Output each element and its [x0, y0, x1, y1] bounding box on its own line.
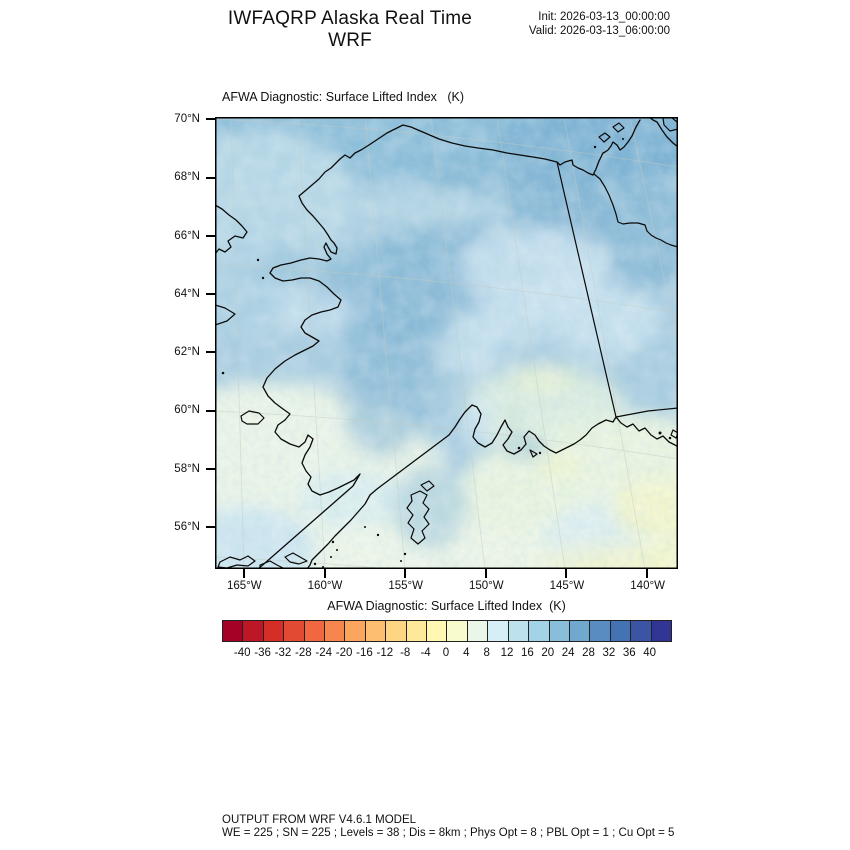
mackenzie-delta-islands [598, 122, 625, 143]
colorbar-cell [325, 621, 346, 641]
colorbar-tick-label: -28 [295, 647, 312, 659]
colorbar-cell [345, 621, 366, 641]
colorbar-tick-label: 36 [622, 647, 636, 659]
map-plot [215, 117, 678, 569]
y-axis-tick-label: 68°N [174, 171, 200, 184]
x-axis-labels: 165°W 160°W 155°W 150°W 145°W 140°W [204, 580, 688, 592]
footer-notes: OUTPUT FROM WRF V4.6.1 MODEL WE = 225 ; … [222, 814, 674, 840]
x-axis-tick-label: 165°W [227, 580, 262, 592]
yukon-nwt-border [593, 173, 678, 248]
y-axis-tick-label: 58°N [174, 462, 200, 475]
colorbar-cell [386, 621, 407, 641]
field-title: AFWA Diagnostic: Surface Lifted Index (K… [222, 90, 464, 104]
colorbar-cell [263, 621, 285, 641]
alaska-south-coast [306, 404, 678, 569]
colorbar-cell [427, 621, 448, 641]
colorbar-tick-label: 4 [463, 647, 470, 659]
colorbar-title: AFWA Diagnostic: Surface Lifted Index (K… [327, 599, 566, 613]
colorbar-cell [569, 621, 591, 641]
colorbar-cell [406, 621, 428, 641]
colorbar-tick-label: -16 [356, 647, 373, 659]
colorbar-tick-label: 40 [643, 647, 657, 659]
colorbar-tick-label: -8 [400, 647, 411, 659]
li-field-raster [215, 117, 678, 569]
colorbar-tick-label: -40 [233, 647, 251, 659]
y-axis-tick-label: 70°N [174, 113, 200, 126]
colorbar-tick-label: -32 [274, 647, 292, 659]
colorbar-tick-label: 12 [500, 647, 514, 659]
y-axis-tick-label: 64°N [174, 287, 200, 300]
graticule [215, 117, 678, 569]
coastline [215, 117, 678, 569]
kodiak-island [406, 490, 430, 545]
political-borders [556, 161, 678, 418]
colorbar-cell [365, 621, 387, 641]
colorbar [222, 620, 672, 642]
small-island-dots [221, 138, 672, 568]
colorbar-cell [508, 621, 530, 641]
nunivak-island [240, 410, 265, 425]
init-time-label: Init: 2026-03-13_00:00:00 [538, 11, 670, 23]
x-axis-tick-label: 155°W [388, 580, 423, 592]
islands [215, 117, 678, 569]
colorbar-cell [284, 621, 305, 641]
run-times: Init: 2026-03-13_00:00:00 Valid: 2026-03… [529, 11, 670, 38]
st-lawrence-island [215, 304, 236, 326]
page-title: IWFAQRP Alaska Real Time WRF [227, 8, 473, 51]
colorbar-tick-label: 16 [521, 647, 534, 659]
colorbar-tick-label: 32 [602, 647, 616, 659]
ne-corner-island [662, 117, 678, 132]
colorbar-cell [590, 621, 611, 641]
pws-islands [529, 429, 678, 458]
colorbar-cell [529, 621, 550, 641]
colorbar-cell [243, 621, 264, 641]
x-axis-tick-label: 150°W [468, 580, 504, 592]
colorbar-tick-label: 28 [582, 647, 595, 659]
colorbar-tick-label: 8 [483, 647, 490, 659]
chukotka-coast [215, 204, 248, 255]
colorbar-tick-label: -24 [315, 647, 332, 659]
y-axis-labels: 70°N 68°N 66°N 64°N 62°N 60°N 58°N 56°N [148, 90, 200, 557]
colorbar-tick-label: -12 [376, 647, 394, 659]
colorbar-cell [304, 621, 326, 641]
y-axis-tick-label: 62°N [174, 346, 200, 359]
y-axis-tick-label: 60°N [174, 404, 200, 417]
colorbar-tick-label: 0 [442, 647, 450, 659]
valid-time-label: Valid: 2026-03-13_06:00:00 [528, 24, 670, 37]
colorbar-tick-label: -36 [254, 647, 271, 659]
raster-speckle-dark [215, 117, 678, 569]
model-version-note: OUTPUT FROM WRF V4.6.1 MODEL [222, 814, 417, 826]
colorbar-cell [549, 621, 570, 641]
colorbar-tick-label: -20 [335, 647, 353, 659]
border-to-edge [615, 407, 678, 418]
map-panel [215, 117, 678, 569]
colorbar-tick-label: 20 [541, 647, 555, 659]
y-axis-tick-label: 56°N [174, 520, 200, 533]
alaska-yukon-border [556, 161, 617, 418]
colorbar-tick-label: 24 [561, 647, 575, 659]
y-axis-tick-label: 66°N [174, 229, 200, 242]
colorbar-cell [610, 621, 632, 641]
colorbar-tick-labels: -40 -36 -32 -28 -24 -20 -16 -12 -8 -4 0 4 8 12 16 20 24 2… [232, 647, 660, 659]
colorbar-cell [631, 621, 652, 641]
colorbar-cell [223, 621, 244, 641]
alaska-north-west-coast [257, 117, 678, 569]
model-config-note: WE = 225 ; SN = 225 ; Levels = 38 ; Dis … [222, 827, 675, 839]
x-axis-tick-label: 140°W [630, 580, 665, 592]
colorbar-cell [651, 621, 671, 641]
x-axis-tick-label: 160°W [307, 580, 343, 592]
map-frame-border [215, 117, 678, 569]
afognak-island [420, 480, 435, 492]
x-axis-tick-label: 145°W [549, 580, 585, 592]
colorbar-cell [488, 621, 509, 641]
colorbar-cell [467, 621, 489, 641]
colorbar-tick-label: -4 [420, 647, 431, 659]
colorbar-cell [447, 621, 468, 641]
